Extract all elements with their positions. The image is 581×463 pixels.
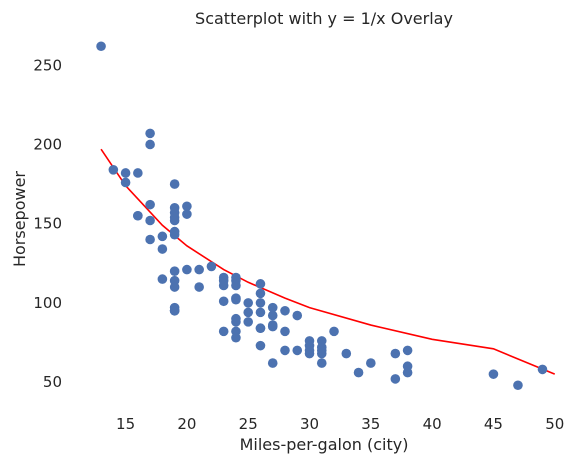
data-point	[390, 374, 401, 384]
data-point	[402, 345, 413, 356]
data-point	[169, 266, 180, 276]
data-point	[218, 326, 229, 337]
data-point	[157, 274, 168, 284]
x-tick-label: 35	[361, 415, 380, 433]
data-point	[537, 364, 548, 375]
data-point	[341, 348, 352, 359]
data-point	[206, 261, 217, 272]
data-point	[280, 305, 290, 316]
data-point	[145, 234, 155, 245]
data-point	[292, 345, 303, 356]
data-point	[96, 41, 106, 52]
data-point	[280, 326, 290, 337]
data-point	[145, 215, 155, 226]
data-point	[145, 139, 155, 150]
data-point	[267, 321, 278, 332]
y-tick-label: 50	[43, 373, 62, 391]
data-point	[169, 305, 180, 316]
data-point	[231, 294, 241, 305]
x-tick-label: 15	[116, 415, 135, 433]
data-point	[169, 282, 180, 292]
x-axis-label: Miles-per-galon (city)	[240, 435, 409, 454]
data-point	[513, 380, 523, 391]
points-layer	[96, 41, 548, 391]
chart-title: Scatterplot with y = 1/x Overlay	[195, 9, 453, 28]
data-point	[157, 244, 168, 254]
data-point	[133, 168, 143, 178]
y-axis-label: Horsepower	[10, 171, 29, 267]
data-point	[390, 348, 401, 359]
data-point	[267, 302, 278, 313]
data-point	[231, 317, 241, 327]
data-point	[218, 280, 229, 291]
data-point	[169, 215, 180, 226]
y-tick-label: 200	[33, 135, 62, 153]
data-point	[243, 307, 254, 318]
data-point	[231, 332, 241, 343]
data-point	[108, 165, 119, 175]
y-tick-label: 250	[33, 56, 62, 74]
y-tick-labels: 50 100 150 200 250	[33, 56, 62, 391]
x-tick-label: 20	[177, 415, 196, 433]
data-point	[255, 307, 266, 318]
data-point	[255, 323, 266, 334]
data-point	[353, 367, 364, 378]
data-point	[145, 128, 155, 139]
data-point	[194, 264, 204, 275]
data-point	[316, 358, 327, 368]
data-point	[267, 310, 278, 321]
series-line-inverse-fit	[100, 148, 556, 375]
x-tick-label: 25	[239, 415, 258, 433]
data-point	[231, 280, 241, 291]
data-point	[145, 199, 155, 210]
data-point	[243, 298, 254, 308]
x-tick-label: 45	[484, 415, 503, 433]
data-point	[267, 358, 278, 368]
x-tick-label: 30	[300, 415, 319, 433]
x-tick-labels: 15 20 25 30 35 40 45 50	[116, 415, 564, 433]
data-point	[243, 317, 254, 327]
data-point	[280, 345, 290, 356]
data-point	[218, 296, 229, 307]
x-tick-label: 40	[423, 415, 442, 433]
data-point	[182, 264, 192, 275]
data-point	[120, 168, 131, 178]
data-point	[402, 367, 413, 378]
data-point	[133, 210, 143, 221]
data-point	[255, 279, 266, 289]
data-point	[292, 310, 303, 321]
data-point	[255, 340, 266, 351]
data-point	[366, 358, 376, 368]
y-tick-label: 150	[33, 215, 62, 233]
data-point	[488, 369, 499, 379]
data-point	[157, 231, 168, 242]
x-tick-label: 50	[545, 415, 564, 433]
data-point	[316, 348, 327, 359]
curve-layer	[100, 148, 556, 375]
data-point	[255, 288, 266, 299]
data-point	[182, 209, 192, 219]
data-point	[169, 179, 180, 189]
y-tick-label: 100	[33, 294, 62, 312]
data-point	[169, 229, 180, 240]
data-point	[304, 348, 315, 359]
data-point	[182, 201, 192, 212]
data-point	[255, 298, 266, 308]
data-point	[194, 282, 204, 292]
data-point	[120, 177, 131, 188]
data-point	[329, 326, 339, 337]
